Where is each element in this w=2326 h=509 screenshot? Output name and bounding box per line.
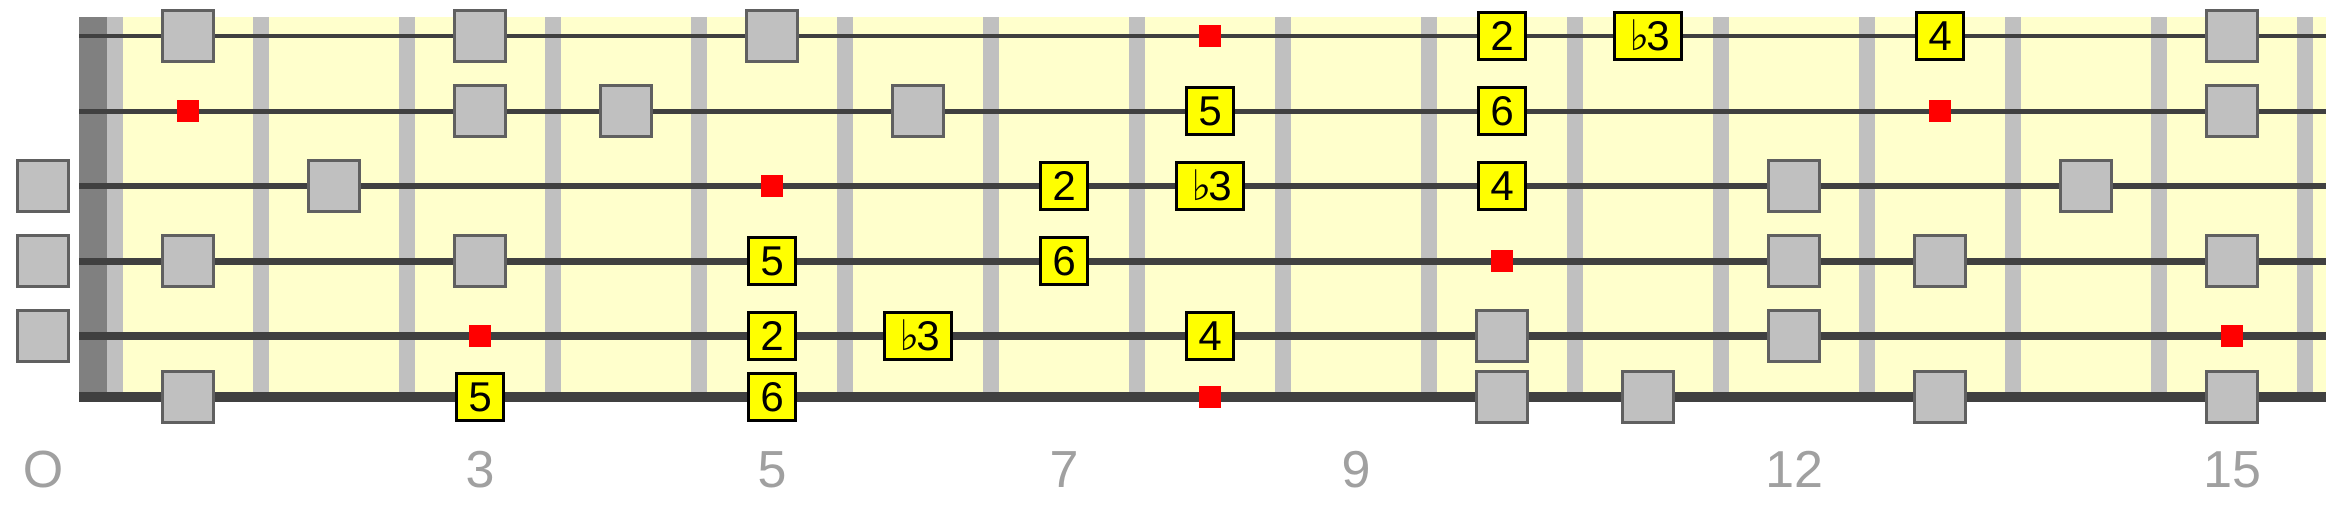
fret-wire (691, 17, 707, 397)
fret-number: 3 (466, 440, 495, 500)
note-marker-yellow: 2 (1039, 161, 1089, 211)
note-interval-label: 6 (760, 376, 783, 418)
note-marker-grey (1621, 370, 1675, 424)
note-marker-root (177, 100, 199, 122)
note-marker-yellow: ♭3 (1613, 11, 1683, 61)
note-marker-grey (161, 234, 215, 288)
fret-wire (1421, 17, 1437, 397)
note-marker-yellow: ♭3 (883, 311, 953, 361)
note-marker-grey (2205, 370, 2259, 424)
note-marker-grey (1767, 309, 1821, 363)
note-marker-yellow: 5 (1185, 86, 1235, 136)
note-marker-root (1929, 100, 1951, 122)
fret-wire (983, 17, 999, 397)
note-marker-yellow: 2 (747, 311, 797, 361)
note-marker-root (761, 175, 783, 197)
note-marker-root (2221, 325, 2243, 347)
note-marker-root (1491, 250, 1513, 272)
note-interval-label: 2 (760, 315, 783, 357)
note-marker-grey (161, 370, 215, 424)
note-marker-grey (16, 234, 70, 288)
note-marker-grey (307, 159, 361, 213)
note-marker-grey (1913, 234, 1967, 288)
note-marker-grey (453, 234, 507, 288)
fret-wire (2151, 17, 2167, 397)
note-marker-grey (2205, 84, 2259, 138)
note-marker-yellow: 6 (1477, 86, 1527, 136)
fret-wire (1567, 17, 1583, 397)
note-marker-grey (891, 84, 945, 138)
fret-wire (399, 17, 415, 397)
note-marker-grey (161, 9, 215, 63)
note-marker-root (469, 325, 491, 347)
note-marker-yellow: 6 (1039, 236, 1089, 286)
fret-number: 7 (1050, 440, 1079, 500)
fret-wire (837, 17, 853, 397)
note-marker-grey (2205, 234, 2259, 288)
note-marker-grey (16, 159, 70, 213)
fret-number: 9 (1342, 440, 1371, 500)
fret-wire (253, 17, 269, 397)
string (79, 258, 2326, 265)
nut (79, 17, 107, 397)
note-marker-grey (16, 309, 70, 363)
note-marker-yellow: 2 (1477, 11, 1527, 61)
note-marker-yellow: 6 (747, 372, 797, 422)
note-marker-grey (453, 9, 507, 63)
note-interval-label: 2 (1052, 165, 1075, 207)
note-interval-label: 5 (760, 240, 783, 282)
note-marker-grey (1767, 234, 1821, 288)
fretboard-container: 2 ♭3 4 5 6 2 ♭3 4 5 6 2 ♭3 4 5 6 O 3 5 7 9 12 15 (0, 0, 2326, 509)
fret-number: 12 (1765, 440, 1823, 500)
note-interval-label: 2 (1490, 15, 1513, 57)
note-marker-root (1199, 386, 1221, 408)
note-interval-label: ♭3 (1191, 165, 1228, 207)
note-interval-label: 4 (1928, 15, 1951, 57)
note-interval-label: ♭3 (1629, 15, 1666, 57)
note-interval-label: 5 (468, 376, 491, 418)
fret-wire (2297, 17, 2313, 397)
note-marker-grey (1913, 370, 1967, 424)
fret-number: 5 (758, 440, 787, 500)
fret-number: 15 (2203, 440, 2261, 500)
note-marker-yellow: 5 (455, 372, 505, 422)
note-marker-yellow: 4 (1185, 311, 1235, 361)
fret-wire (545, 17, 561, 397)
fret-wire (2005, 17, 2021, 397)
note-interval-label: 4 (1490, 165, 1513, 207)
note-interval-label: 5 (1198, 90, 1221, 132)
fret-number: O (23, 440, 63, 500)
note-marker-yellow: ♭3 (1175, 161, 1245, 211)
fret-wire (1275, 17, 1291, 397)
note-marker-grey (2059, 159, 2113, 213)
note-marker-grey (1475, 309, 1529, 363)
note-marker-yellow: 4 (1915, 11, 1965, 61)
note-marker-grey (1767, 159, 1821, 213)
note-interval-label: ♭3 (899, 315, 936, 357)
note-marker-root (1199, 25, 1221, 47)
fret-wire (1859, 17, 1875, 397)
fret-wire (107, 17, 123, 397)
note-marker-grey (599, 84, 653, 138)
note-marker-yellow: 4 (1477, 161, 1527, 211)
note-marker-yellow: 5 (747, 236, 797, 286)
note-marker-grey (2205, 9, 2259, 63)
note-interval-label: 6 (1490, 90, 1513, 132)
note-marker-grey (745, 9, 799, 63)
note-interval-label: 4 (1198, 315, 1221, 357)
note-interval-label: 6 (1052, 240, 1075, 282)
fret-wire (1129, 17, 1145, 397)
fret-wire (1713, 17, 1729, 397)
note-marker-grey (453, 84, 507, 138)
note-marker-grey (1475, 370, 1529, 424)
